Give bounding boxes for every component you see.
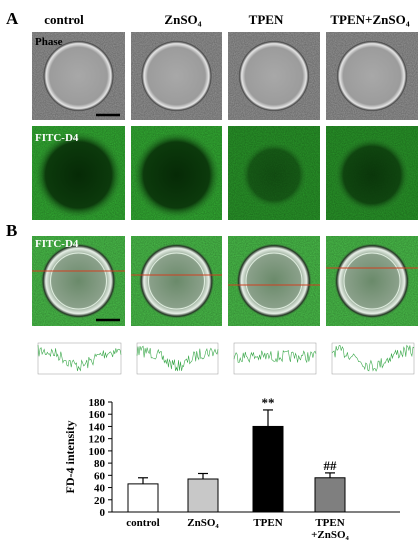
significance-mark: ** — [262, 395, 275, 410]
panel-label: A — [6, 9, 19, 28]
x-tick-label-box: TPEN — [253, 517, 283, 529]
profile-trace — [233, 349, 317, 364]
y-axis-label: FD-4 intensity — [63, 421, 77, 494]
cell-ring — [148, 252, 205, 310]
y-tick-label: 80 — [94, 458, 106, 470]
cell — [42, 40, 115, 112]
y-tick-label: 20 — [94, 495, 106, 507]
column-label: TPEN+ZnSO₄ — [330, 12, 409, 27]
cell — [334, 243, 410, 319]
micrographs: control ZnSO₄ TPEN TPEN+ZnSO₄ Phase FITC-D4 FI… — [32, 12, 418, 326]
cell — [138, 243, 215, 319]
row-label: FITC-D4 — [35, 132, 79, 144]
x-tick-label-box: TPEN +ZnSO₄ — [311, 517, 349, 541]
cell — [336, 40, 408, 112]
profile-frame — [37, 342, 122, 375]
y-tick-label: 160 — [89, 409, 106, 421]
line-profiles — [37, 342, 415, 375]
y-tick-label: 100 — [89, 446, 106, 458]
x-tick-label: control — [126, 517, 160, 529]
profile-trace — [331, 344, 415, 372]
cell-shadow — [334, 137, 410, 213]
x-tick-label: ZnSO₄ — [187, 517, 219, 529]
x-tick-label: TPEN — [253, 517, 283, 529]
cell — [238, 40, 310, 112]
cell-shadow — [132, 131, 221, 219]
panel-label: B — [6, 221, 17, 240]
y-tick-label: 120 — [89, 434, 106, 446]
bar — [187, 478, 219, 513]
profile-trace — [37, 345, 122, 372]
y-tick-label: 140 — [89, 421, 106, 433]
profile-frame — [331, 342, 415, 375]
y-tick-label: 60 — [94, 470, 106, 482]
cell-ring — [245, 252, 303, 310]
x-tick-label: TPEN +ZnSO₄ — [311, 517, 349, 541]
row-label: Phase — [35, 36, 63, 48]
column-label: TPEN — [249, 12, 284, 27]
x-tick-label-box: ZnSO₄ — [187, 517, 219, 529]
column-label: control — [44, 12, 84, 27]
cell-ring — [343, 252, 401, 310]
bar — [252, 425, 284, 513]
cell — [236, 243, 312, 319]
bar — [314, 477, 346, 513]
profile-trace — [136, 345, 219, 372]
significance-mark: ## — [324, 458, 338, 473]
profile-frame — [233, 342, 317, 375]
y-tick-label: 40 — [94, 483, 106, 495]
cell — [40, 243, 117, 319]
y-tick-label: 180 — [89, 397, 106, 409]
cell — [140, 40, 213, 112]
cell-ring — [50, 252, 107, 310]
row-label: FITC-D4 — [35, 238, 79, 250]
cell-shadow — [34, 131, 123, 219]
cell-shadow — [240, 141, 308, 209]
column-label: ZnSO₄ — [164, 12, 201, 27]
bar — [127, 483, 159, 513]
y-tick-label: 0 — [100, 507, 106, 519]
x-tick-label-box: control — [126, 517, 160, 529]
